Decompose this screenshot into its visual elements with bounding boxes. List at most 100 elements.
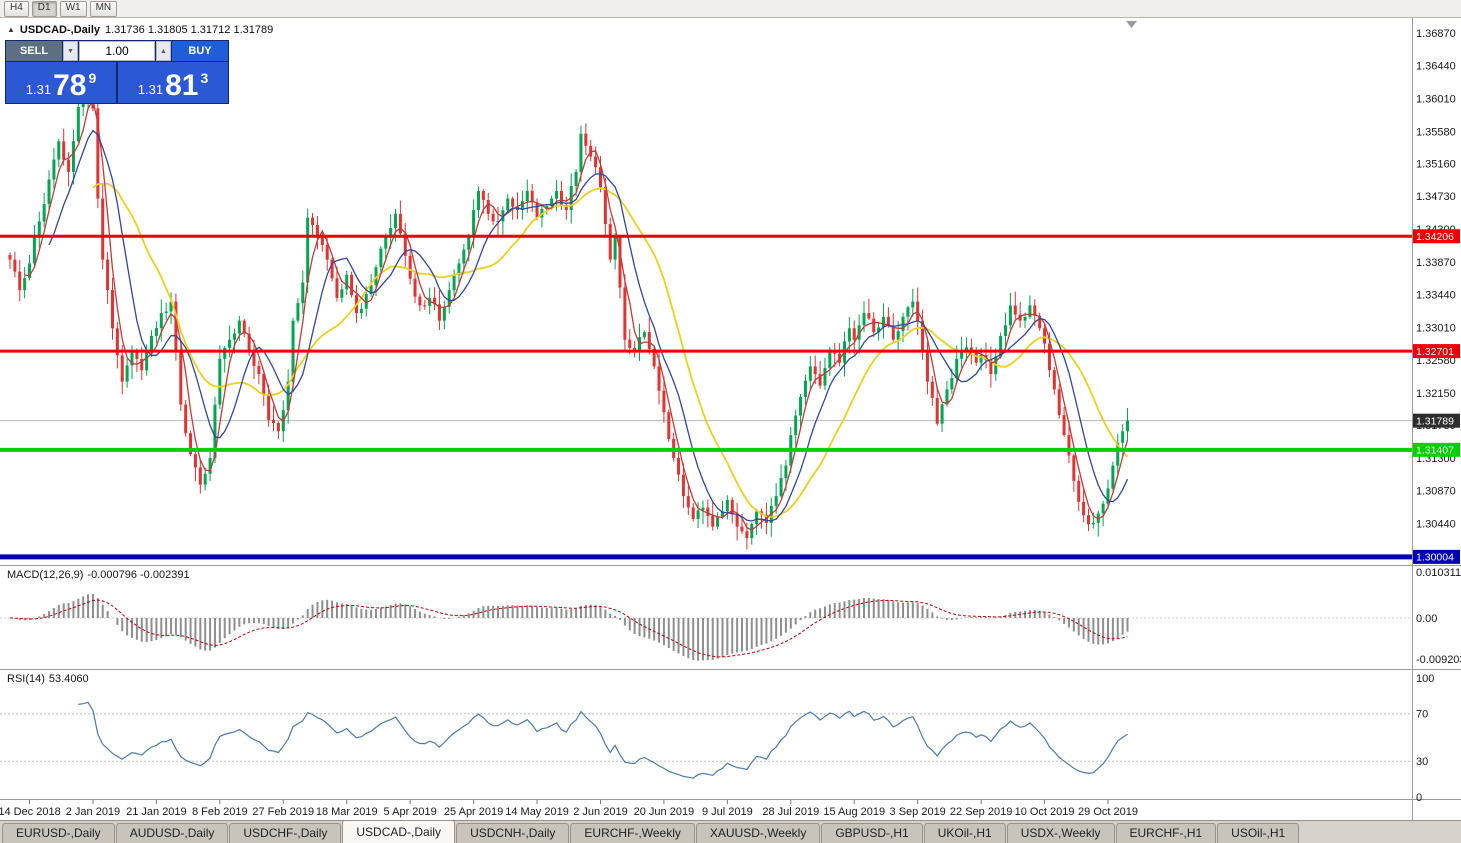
svg-text:1.33010: 1.33010 xyxy=(1416,322,1456,334)
rsi-title: RSI(14) xyxy=(7,673,45,685)
svg-text:1.32701: 1.32701 xyxy=(1416,346,1454,358)
macd-indicator-label: MACD(12,26,9) -0.000796 -0.002391 xyxy=(7,569,190,581)
svg-text:1.35160: 1.35160 xyxy=(1416,158,1456,170)
scroll-end-marker-icon xyxy=(1126,21,1137,28)
sell-button[interactable]: SELL xyxy=(6,41,62,61)
chart-tab-gbpusd-h1[interactable]: GBPUSD-,H1 xyxy=(821,823,923,843)
timeframe-button-h4[interactable]: H4 xyxy=(4,0,29,17)
svg-text:28 Jul 2019: 28 Jul 2019 xyxy=(762,806,819,818)
chart-tab-eurchf-h1[interactable]: EURCHF-,H1 xyxy=(1115,823,1217,843)
svg-text:8 Feb 2019: 8 Feb 2019 xyxy=(192,806,248,818)
svg-text:1.33440: 1.33440 xyxy=(1416,290,1456,302)
macd-signal-line xyxy=(9,599,1128,658)
svg-text:1.34206: 1.34206 xyxy=(1416,231,1454,243)
svg-text:-0.0092030: -0.0092030 xyxy=(1416,654,1461,666)
volume-down-button[interactable]: ▼ xyxy=(63,41,78,61)
rsi-panel: 100 70 30 0 xyxy=(0,673,1434,804)
ma-fast-line xyxy=(24,98,1129,531)
svg-text:1.31407: 1.31407 xyxy=(1416,445,1454,457)
chart-tab-ukoil-h1[interactable]: UKOil-,H1 xyxy=(923,823,1006,843)
price-badges: 1.34206 1.32701 1.31407 1.30004 1.31789 xyxy=(1413,229,1460,564)
svg-text:1.33870: 1.33870 xyxy=(1416,257,1456,269)
buy-price-tile[interactable]: 1.31 81 3 xyxy=(118,62,228,103)
chart-tab-audusd-daily[interactable]: AUDUSD-,Daily xyxy=(115,823,229,843)
buy-price-big-digits: 81 xyxy=(165,69,199,102)
sell-price-tile[interactable]: 1.31 78 9 xyxy=(6,62,116,103)
panel-separators xyxy=(0,18,1461,820)
level-badge-1.34206 xyxy=(1413,229,1460,244)
level-badge-1.32701 xyxy=(1413,344,1460,359)
current-bid-badge xyxy=(1413,413,1460,428)
svg-text:21 Jan 2019: 21 Jan 2019 xyxy=(126,806,187,818)
svg-text:25 Apr 2019: 25 Apr 2019 xyxy=(444,806,503,818)
svg-text:22 Sep 2019: 22 Sep 2019 xyxy=(950,806,1012,818)
chart-tab-eurusd-daily[interactable]: EURUSD-,Daily xyxy=(2,823,115,843)
svg-text:1.30870: 1.30870 xyxy=(1416,486,1456,498)
collapse-arrow-icon[interactable]: ▲ xyxy=(7,25,15,34)
chart-ohlc-values: 1.31736 1.31805 1.31712 1.31789 xyxy=(105,24,274,36)
chart-tab-usdcnh-daily[interactable]: USDCNH-,Daily xyxy=(456,823,570,843)
price-scale: 1.36870 1.36440 1.36010 1.35580 1.35160 1.347… xyxy=(1416,28,1456,531)
chart-title: ▲ USDCAD-,Daily 1.31736 1.31805 1.31712 … xyxy=(7,24,273,36)
svg-text:27 Feb 2019: 27 Feb 2019 xyxy=(252,806,314,818)
chart-symbol-label: USDCAD-,Daily xyxy=(19,24,100,36)
svg-text:1.30004: 1.30004 xyxy=(1416,552,1454,564)
rsi-value: 53.4060 xyxy=(48,673,89,685)
ma-slow-line xyxy=(92,182,1129,518)
svg-text:14 Dec 2018: 14 Dec 2018 xyxy=(0,806,61,818)
volume-up-button[interactable]: ▲ xyxy=(156,41,171,61)
price-chart-canvas[interactable]: 1.36870 1.36440 1.36010 1.35580 1.35160 1.347… xyxy=(0,18,1461,820)
chart-tab-usoil-h1[interactable]: USOil-,H1 xyxy=(1217,823,1300,843)
svg-text:18 Mar 2019: 18 Mar 2019 xyxy=(316,806,378,818)
chart-tab-xauusd-weekly[interactable]: XAUUSD-,Weekly xyxy=(695,823,821,843)
buy-button[interactable]: BUY xyxy=(172,41,228,61)
svg-text:29 Oct 2019: 29 Oct 2019 xyxy=(1078,806,1138,818)
svg-text:70: 70 xyxy=(1416,709,1428,721)
buy-price-base: 1.31 xyxy=(137,82,164,97)
svg-text:3 Sep 2019: 3 Sep 2019 xyxy=(890,806,946,818)
svg-text:1.30440: 1.30440 xyxy=(1416,518,1456,530)
svg-text:20 Jun 2019: 20 Jun 2019 xyxy=(634,806,695,818)
timeframe-button-d1[interactable]: D1 xyxy=(31,0,57,17)
chart-tab-usdx-weekly[interactable]: USDX-,Weekly xyxy=(1006,823,1115,843)
timeframe-toolbar: H4 D1 W1 MN xyxy=(0,0,1461,18)
sell-price-base: 1.31 xyxy=(25,82,52,97)
svg-text:0.00: 0.00 xyxy=(1416,613,1437,625)
macd-title: MACD(12,26,9) xyxy=(7,569,84,581)
level-lines[interactable] xyxy=(0,234,1412,560)
timeframe-button-mn[interactable]: MN xyxy=(89,0,118,17)
rsi-indicator-label: RSI(14) 53.4060 xyxy=(7,673,89,685)
macd-values: -0.000796 -0.002391 xyxy=(87,569,190,581)
buy-price-pip-digit: 3 xyxy=(200,70,209,86)
chart-tab-usdchf-daily[interactable]: USDCHF-,Daily xyxy=(229,823,342,843)
timeframe-button-w1[interactable]: W1 xyxy=(59,0,87,17)
chart-tab-eurchf-weekly[interactable]: EURCHF-,Weekly xyxy=(570,823,695,843)
date-axis: 14 Dec 2018 2 Jan 2019 21 Jan 2019 8 Feb 20… xyxy=(0,800,1138,818)
sell-price-pip-digit: 9 xyxy=(88,70,97,86)
svg-text:1.31789: 1.31789 xyxy=(1416,415,1454,427)
svg-text:10 Oct 2019: 10 Oct 2019 xyxy=(1015,806,1075,818)
volume-input[interactable] xyxy=(79,41,155,61)
svg-text:2 Jun 2019: 2 Jun 2019 xyxy=(573,806,627,818)
svg-text:1.36010: 1.36010 xyxy=(1416,93,1456,105)
svg-text:1.36440: 1.36440 xyxy=(1416,61,1456,73)
svg-text:1.34730: 1.34730 xyxy=(1416,191,1456,203)
candlesticks xyxy=(8,76,1130,550)
level-badge-1.31407 xyxy=(1413,442,1460,457)
svg-text:100: 100 xyxy=(1416,673,1434,685)
svg-text:9 Jul 2019: 9 Jul 2019 xyxy=(702,806,753,818)
svg-text:1.32580: 1.32580 xyxy=(1416,355,1456,367)
chart-tab-usdcad-daily[interactable]: USDCAD-,Daily xyxy=(342,820,456,843)
svg-text:15 Aug 2019: 15 Aug 2019 xyxy=(823,806,885,818)
svg-text:1.32150: 1.32150 xyxy=(1416,388,1456,400)
svg-text:1.36870: 1.36870 xyxy=(1416,28,1456,40)
svg-text:0: 0 xyxy=(1416,792,1422,804)
svg-text:14 May 2019: 14 May 2019 xyxy=(505,806,569,818)
chart-tabbar: EURUSD-,Daily AUDUSD-,Daily USDCHF-,Daily U… xyxy=(0,820,1461,843)
rsi-line xyxy=(78,701,1128,779)
svg-text:2 Jan 2019: 2 Jan 2019 xyxy=(66,806,120,818)
sell-price-big-digits: 78 xyxy=(53,69,87,102)
